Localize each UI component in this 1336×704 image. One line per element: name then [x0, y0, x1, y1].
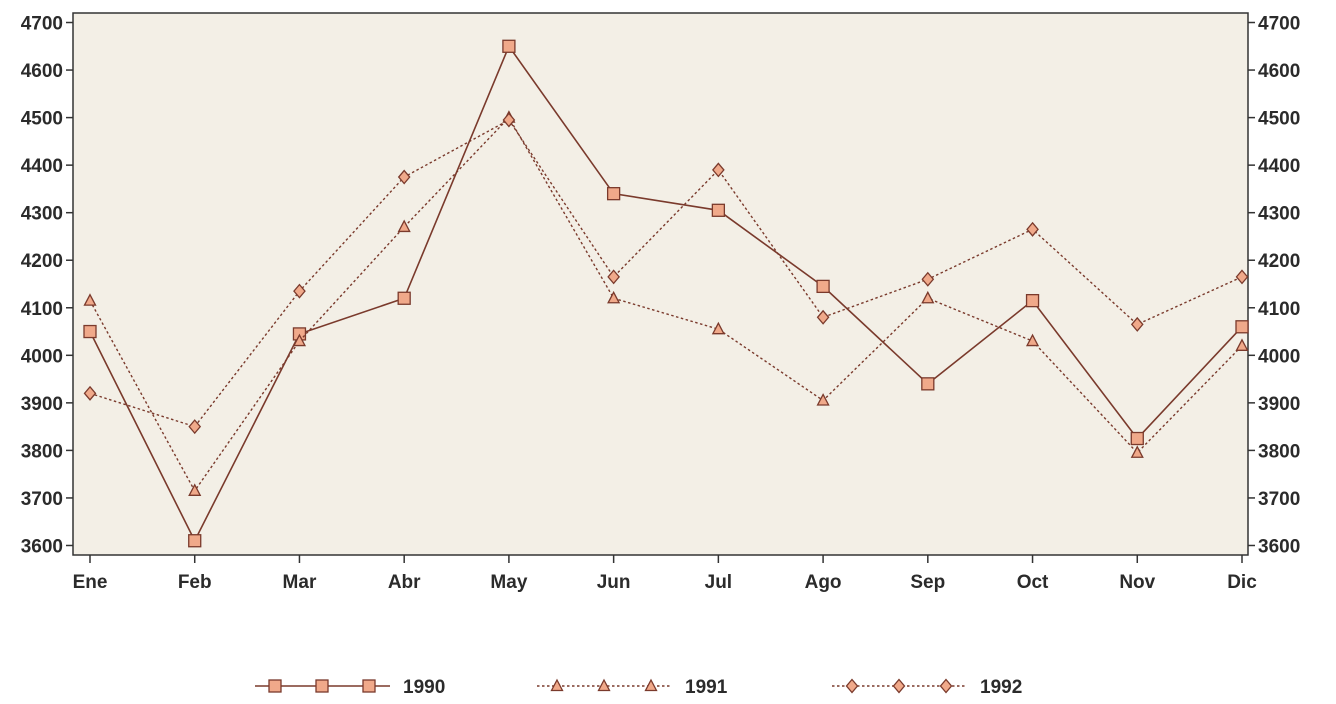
- data-point-1991: [1235, 338, 1249, 351]
- x-tick-label: Abr: [388, 572, 421, 593]
- legend-marker: [268, 679, 282, 693]
- y-tick-label-right: 4200: [1258, 251, 1300, 272]
- legend-item-1990: 1990: [255, 677, 445, 698]
- data-point-1992: [816, 309, 830, 325]
- data-point-1990: [397, 291, 411, 305]
- x-tick-label: Ene: [73, 572, 108, 593]
- x-tick-label: Oct: [1017, 572, 1049, 593]
- data-point-1992: [83, 385, 97, 401]
- y-tick-label-left: 4400: [21, 156, 63, 177]
- data-point-1990: [83, 324, 97, 339]
- data-point-1991: [292, 333, 307, 347]
- data-point-1990: [1130, 431, 1144, 446]
- axes: 3600 3600 3700 3700 3800 3800 3900 3900 4000 4000…: [21, 14, 1301, 593]
- legend-marker: [597, 678, 611, 692]
- data-point-1992: [607, 269, 620, 285]
- series-1992: [83, 112, 1249, 435]
- y-tick-label-right: 3900: [1258, 394, 1300, 415]
- x-tick-label: Nov: [1119, 572, 1155, 593]
- y-tick-label-left: 4600: [21, 61, 63, 82]
- x-tick-label: Mar: [283, 572, 317, 593]
- series-line-1990: [89, 44, 1243, 543]
- data-point-1991: [607, 290, 621, 304]
- x-tick-label: Feb: [178, 572, 212, 593]
- y-tick-label-right: 4500: [1258, 109, 1300, 130]
- y-tick-label-right: 4100: [1258, 299, 1300, 320]
- x-tick-label: Jun: [597, 572, 631, 593]
- data-point-1991: [397, 219, 411, 233]
- data-point-1992: [293, 283, 306, 299]
- y-tick-label-right: 4000: [1258, 346, 1300, 367]
- legend-label: 1990: [403, 677, 445, 698]
- legend-label: 1992: [980, 677, 1022, 698]
- data-point-1990: [921, 377, 935, 391]
- data-point-1991: [83, 293, 97, 306]
- y-tick-label-right: 3700: [1258, 489, 1300, 510]
- x-tick-label: Ago: [805, 572, 842, 593]
- data-point-1991: [816, 393, 830, 406]
- data-point-1992: [1235, 269, 1249, 285]
- y-tick-label-left: 4000: [21, 346, 63, 367]
- series-line-1992: [89, 119, 1243, 428]
- legend-label: 1991: [685, 677, 728, 698]
- series-layer: [83, 39, 1249, 548]
- data-point-1991: [1130, 445, 1144, 458]
- x-tick-label: May: [490, 572, 527, 593]
- x-tick-label: Jul: [705, 572, 732, 593]
- data-point-1990: [188, 534, 202, 548]
- data-point-1990: [711, 203, 726, 217]
- data-point-1992: [188, 419, 202, 435]
- y-tick-label-left: 3900: [21, 394, 63, 415]
- legend-marker: [362, 679, 376, 693]
- data-point-1990: [1235, 320, 1249, 334]
- legend-item-1992: 1992: [832, 677, 1022, 698]
- data-point-1992: [1026, 221, 1039, 237]
- data-point-1992: [397, 169, 411, 185]
- y-tick-label-right: 3600: [1258, 536, 1300, 557]
- legend-marker: [315, 679, 329, 693]
- y-tick-label-left: 4100: [21, 299, 63, 320]
- data-point-1991: [1025, 333, 1040, 347]
- y-tick-label-left: 3700: [21, 489, 63, 510]
- data-point-1991: [921, 290, 935, 304]
- data-point-1990: [606, 187, 621, 201]
- plot-background: [72, 12, 1249, 556]
- data-point-1992: [502, 112, 516, 128]
- data-point-1990: [816, 279, 830, 294]
- y-tick-label-left: 4200: [21, 251, 63, 272]
- y-tick-label-left: 4700: [21, 14, 63, 35]
- y-tick-label-left: 3600: [21, 536, 63, 557]
- series-line-1991: [89, 116, 1243, 493]
- legend-marker: [939, 678, 953, 694]
- legend-marker: [550, 678, 564, 692]
- y-tick-label-right: 4600: [1258, 61, 1300, 82]
- data-point-1990: [502, 39, 516, 53]
- y-tick-label-right: 4700: [1258, 14, 1300, 35]
- y-tick-label-right: 4400: [1258, 156, 1300, 177]
- y-tick-label-left: 3800: [21, 441, 63, 462]
- y-tick-label-left: 4500: [21, 109, 63, 130]
- y-tick-label-right: 4300: [1258, 204, 1300, 225]
- data-point-1992: [1130, 316, 1144, 332]
- data-point-1992: [921, 271, 935, 287]
- y-tick-label-left: 4300: [21, 204, 63, 225]
- legend-marker: [845, 678, 859, 694]
- legend-item-1991: 1991: [537, 677, 728, 698]
- data-point-1991: [711, 321, 725, 335]
- legend: 1990 1991 1992: [255, 677, 1022, 698]
- data-point-1991: [188, 483, 202, 496]
- x-tick-label: Sep: [910, 572, 945, 593]
- data-point-1992: [712, 162, 725, 178]
- data-point-1990: [1025, 293, 1040, 308]
- legend-marker: [644, 678, 658, 692]
- x-tick-label: Dic: [1227, 572, 1257, 593]
- y-tick-label-right: 3800: [1258, 441, 1300, 462]
- legend-marker: [892, 678, 906, 694]
